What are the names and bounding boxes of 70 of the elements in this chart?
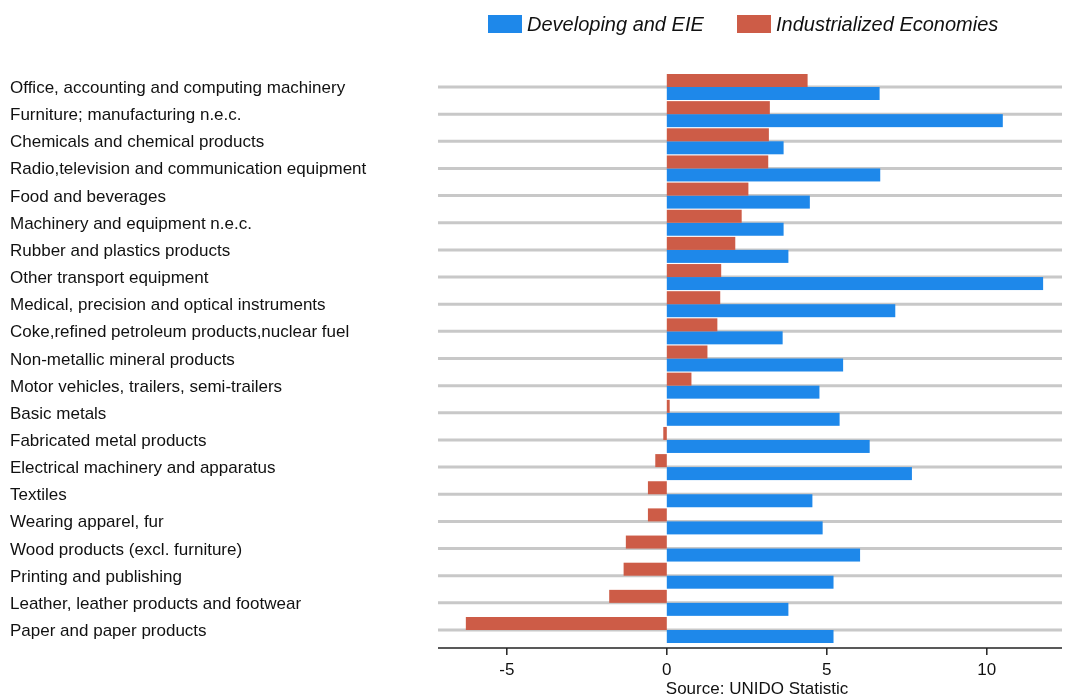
bar bbox=[666, 222, 784, 236]
bar bbox=[666, 548, 861, 562]
bar bbox=[666, 467, 912, 481]
x-tick-label: 5 bbox=[822, 660, 832, 679]
bar bbox=[666, 304, 896, 318]
x-tick-label: -5 bbox=[499, 660, 515, 679]
y-tick-label: Medical, precision and optical instruments bbox=[10, 295, 326, 315]
y-tick-label: Machinery and equipment n.e.c. bbox=[10, 213, 252, 233]
y-tick-label: Furniture; manufacturing n.e.c. bbox=[10, 105, 242, 125]
y-tick-label: Other transport equipment bbox=[10, 268, 209, 288]
bar bbox=[666, 372, 692, 386]
bar bbox=[666, 264, 722, 278]
y-tick-label: Food and beverages bbox=[10, 186, 166, 206]
y-tick-label: Coke,refined petroleum products,nuclear fuel bbox=[10, 322, 350, 342]
bar bbox=[666, 195, 810, 209]
bar bbox=[666, 399, 670, 413]
bar bbox=[666, 318, 718, 332]
bar bbox=[666, 114, 1003, 128]
bar bbox=[666, 291, 721, 305]
y-tick-label: Wearing apparel, fur bbox=[10, 512, 165, 532]
bar bbox=[666, 182, 749, 196]
bar bbox=[666, 141, 784, 155]
bar bbox=[666, 168, 881, 182]
y-tick-label: Textiles bbox=[10, 485, 67, 505]
bar bbox=[647, 481, 667, 495]
bar bbox=[609, 589, 667, 603]
y-tick-label: Wood products (excl. furniture) bbox=[10, 539, 243, 559]
bar bbox=[666, 345, 708, 359]
bar bbox=[666, 439, 870, 453]
bar bbox=[666, 74, 808, 87]
bar bbox=[666, 249, 789, 263]
y-tick-label: Motor vehicles, trailers, semi-trailers bbox=[10, 376, 283, 396]
source-note: Source: UNIDO Statistic bbox=[665, 679, 849, 698]
y-tick-label: Chemicals and chemical products bbox=[10, 132, 265, 152]
bar bbox=[666, 575, 834, 589]
bar bbox=[666, 385, 820, 399]
bar bbox=[666, 358, 844, 372]
bar bbox=[625, 535, 667, 549]
bar bbox=[666, 87, 880, 100]
legend-label: Industrialized Economies bbox=[776, 13, 999, 35]
x-tick-label: 10 bbox=[977, 660, 997, 679]
bar bbox=[666, 412, 840, 426]
bar bbox=[465, 617, 667, 630]
bar bbox=[666, 155, 769, 169]
y-tick-label: Leather, leather products and footwear bbox=[10, 593, 302, 613]
y-tick-label: Office, accounting and computing machinery bbox=[10, 78, 346, 97]
y-tick-label: Basic metals bbox=[10, 403, 107, 423]
y-tick-label: Electrical machinery and apparatus bbox=[10, 458, 276, 478]
y-tick-label: Fabricated metal products bbox=[10, 430, 207, 450]
bar bbox=[647, 508, 667, 522]
bar bbox=[666, 277, 1044, 291]
bar bbox=[666, 331, 783, 345]
bar bbox=[666, 630, 834, 643]
bar bbox=[666, 209, 742, 223]
bar bbox=[666, 494, 813, 508]
bar bbox=[666, 101, 770, 115]
x-tick-label: 0 bbox=[662, 660, 672, 679]
y-tick-label: Non-metallic mineral products bbox=[10, 349, 235, 369]
bar bbox=[666, 236, 736, 250]
bar bbox=[666, 521, 823, 535]
bar bbox=[666, 128, 769, 142]
y-tick-label: Paper and paper products bbox=[10, 621, 207, 640]
bar bbox=[655, 454, 667, 468]
bar bbox=[666, 602, 789, 616]
y-tick-label: Radio,television and communication equipment bbox=[10, 159, 367, 179]
bar bbox=[623, 562, 667, 576]
bar bbox=[663, 426, 667, 440]
y-tick-label: Rubber and plastics products bbox=[10, 240, 231, 260]
y-tick-label: Printing and publishing bbox=[10, 566, 183, 586]
legend-label: Developing and EIE bbox=[527, 13, 705, 35]
